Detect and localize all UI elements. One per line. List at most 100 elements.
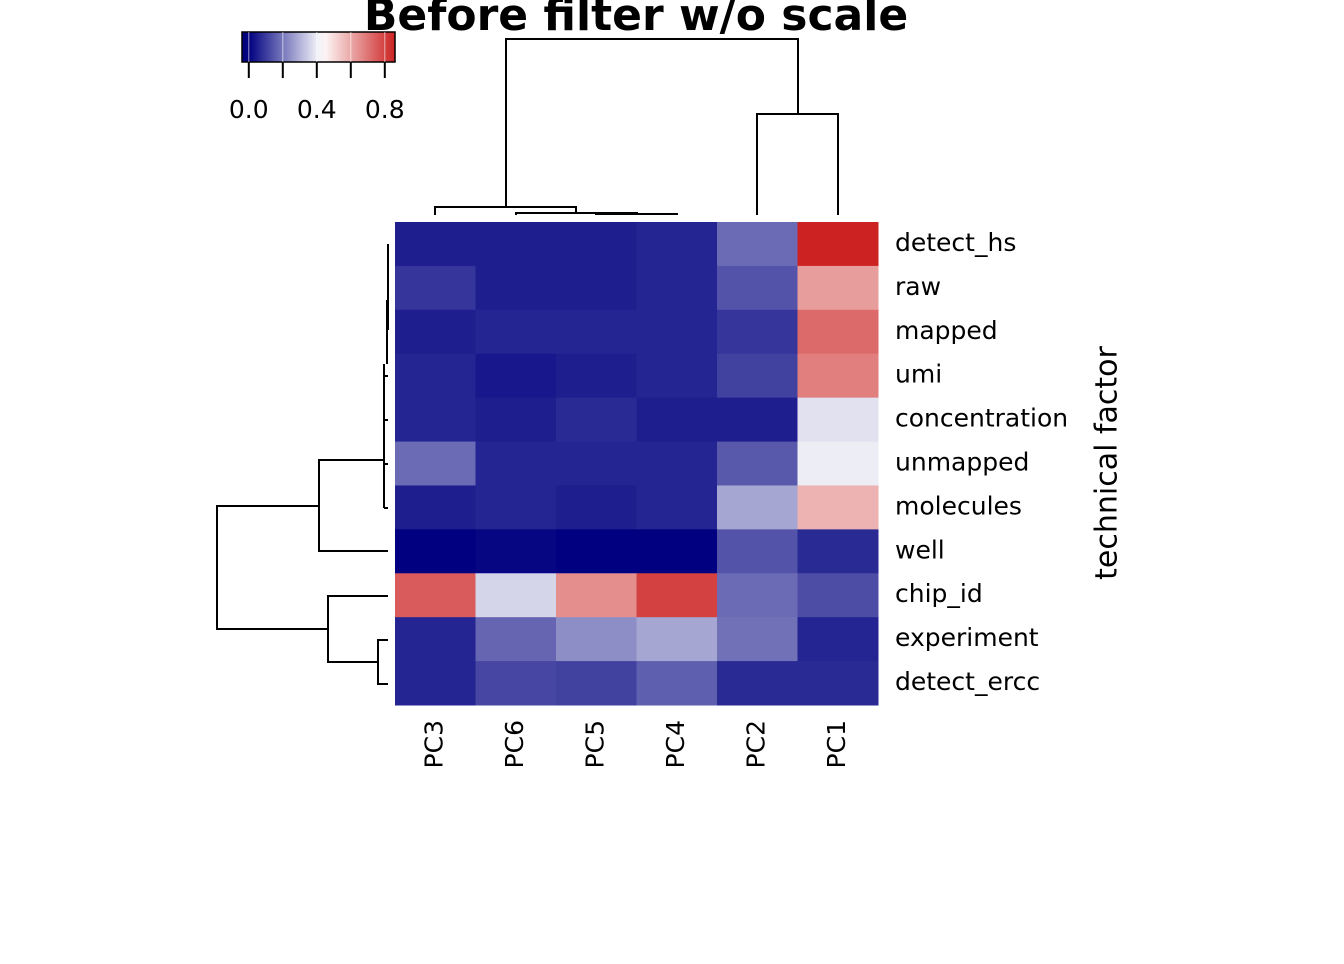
- row-label: chip_id: [895, 579, 983, 608]
- row-label: mapped: [895, 316, 998, 345]
- heatmap-cell: [556, 441, 637, 486]
- colorbar-tick-label: 0.4: [297, 95, 337, 124]
- row-label: detect_hs: [895, 228, 1016, 257]
- heatmap-cell: [797, 573, 879, 618]
- colorbar: [241, 31, 396, 63]
- dendro-branch: [327, 595, 388, 685]
- heatmap-cell: [475, 441, 557, 486]
- heatmap-cell: [395, 222, 476, 267]
- chart-title: Before filter w/o scale: [364, 0, 908, 41]
- heatmap-cell: [636, 573, 718, 618]
- heatmap-cell: [797, 265, 879, 311]
- heatmap-cell: [475, 573, 557, 618]
- heatmap-cell: [717, 617, 798, 662]
- heatmap-cell: [556, 529, 637, 574]
- heatmap-cell: [395, 573, 476, 618]
- heatmap-cell: [395, 397, 476, 443]
- heatmap-cell: [717, 309, 798, 355]
- column-label: PC4: [661, 720, 690, 768]
- heatmap-cell: [636, 397, 718, 443]
- heatmap-cell: [636, 222, 718, 267]
- column-label: PC5: [580, 720, 609, 768]
- heatmap-cell: [556, 353, 637, 399]
- heatmap-cell: [556, 661, 637, 706]
- column-label: PC2: [741, 720, 770, 768]
- colorbar-tick-label: 0.8: [365, 95, 405, 124]
- heatmap-cell: [556, 222, 637, 267]
- heatmap-cell: [717, 485, 798, 530]
- heatmap-cell: [475, 353, 557, 399]
- heatmap-cell: [475, 529, 557, 574]
- y-axis-label: technical factor: [1090, 345, 1125, 579]
- heatmap-cell: [395, 485, 476, 530]
- heatmap-cell: [395, 617, 476, 662]
- dendro-branch: [383, 319, 388, 509]
- heatmap-cell: [636, 309, 718, 355]
- heatmap-cell: [475, 661, 557, 706]
- heatmap-cell: [797, 222, 879, 267]
- heatmap-cell: [395, 353, 476, 399]
- heatmap-cell: [395, 529, 476, 574]
- heatmap-cell: [636, 441, 718, 486]
- row-label: experiment: [895, 623, 1039, 652]
- heatmap-cell: [797, 617, 879, 662]
- colorbar-tick-label: 0.0: [229, 95, 269, 124]
- column-label: PC1: [822, 720, 851, 768]
- heatmap-cell: [475, 617, 557, 662]
- heatmap-cell: [797, 397, 879, 443]
- heatmap-cell: [717, 529, 798, 574]
- heatmap-cell: [717, 265, 798, 311]
- heatmap-cell: [475, 265, 557, 311]
- heatmap-cell: [556, 485, 637, 530]
- dendro-branch: [216, 505, 328, 630]
- dendro-branch: [505, 38, 799, 207]
- row-label: detect_ercc: [895, 667, 1040, 696]
- dendro-branch: [434, 206, 577, 215]
- row-dendrogram: [216, 244, 389, 685]
- heatmap-cell: [556, 617, 637, 662]
- row-label: concentration: [895, 404, 1068, 433]
- heatmap-cell: [797, 661, 879, 706]
- heatmap-cell: [395, 441, 476, 486]
- heatmap-cell: [797, 485, 879, 530]
- row-label: well: [895, 535, 945, 564]
- heatmap-cell: [717, 397, 798, 443]
- dendro-branch: [383, 300, 388, 421]
- heatmap-cell: [556, 309, 637, 355]
- heatmap-cell: [797, 441, 879, 486]
- heatmap-cell: [475, 485, 557, 530]
- dendro-branch: [318, 459, 388, 552]
- heatmap-cell: [636, 265, 718, 311]
- column-label: PC6: [500, 720, 529, 768]
- heatmap-cell: [797, 353, 879, 399]
- heatmap-cell: [395, 265, 476, 311]
- heatmap-cell: [636, 529, 718, 574]
- column-label: PC3: [419, 720, 448, 768]
- heatmap-cell: [395, 309, 476, 355]
- heatmap-cell: [717, 353, 798, 399]
- heatmap-cell: [636, 661, 718, 706]
- heatmap-cell: [475, 309, 557, 355]
- heatmap-cell: [475, 397, 557, 443]
- row-label: molecules: [895, 491, 1022, 520]
- heatmap-cell: [556, 397, 637, 443]
- dendro-branch: [595, 213, 678, 215]
- heatmap-cell: [797, 529, 879, 574]
- heatmap-cell: [717, 441, 798, 486]
- heatmap-cell: [636, 485, 718, 530]
- heatmap-cell: [475, 222, 557, 267]
- column-dendrogram: [434, 38, 839, 215]
- heatmap-cell: [636, 353, 718, 399]
- dendro-branch: [756, 113, 839, 215]
- dendro-branch: [386, 244, 389, 333]
- heatmap-cell: [797, 309, 879, 355]
- heatmap-cell: [717, 661, 798, 706]
- row-label: raw: [895, 272, 941, 301]
- heatmap-cell: [395, 661, 476, 706]
- row-label: umi: [895, 360, 942, 389]
- heatmap-cell: [636, 617, 718, 662]
- heatmap-cell: [556, 573, 637, 618]
- row-label: unmapped: [895, 448, 1029, 477]
- heatmap-cell: [717, 222, 798, 267]
